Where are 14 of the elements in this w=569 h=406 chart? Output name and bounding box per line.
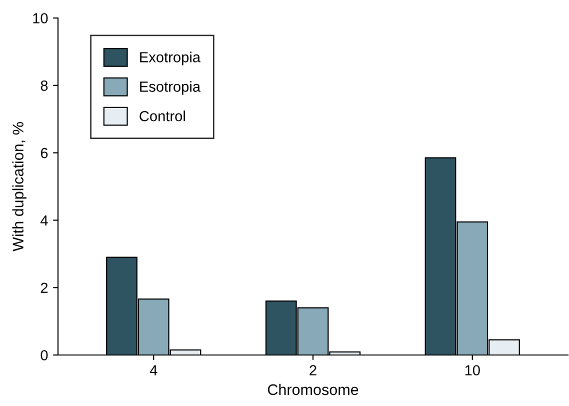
y-tick-label: 6 [40,148,48,158]
legend-label: Esotropia [140,81,201,95]
x-tick-label: 4 [150,365,158,376]
legend-label: Control [140,110,185,122]
y-tick-label: 4 [40,215,48,226]
x-tick-label: 2 [310,365,316,376]
y-tick-label: 2 [40,282,48,293]
y-tick-label: 10 [33,13,48,24]
x-tick-label: 10 [465,365,480,376]
y-axis-title: With duplication, % [12,122,27,252]
y-tick-label: 8 [40,80,48,91]
x-axis-title: Chromosome [268,384,358,396]
legend-label: Exotropia [140,52,201,66]
y-tick-label: 0 [40,350,48,360]
